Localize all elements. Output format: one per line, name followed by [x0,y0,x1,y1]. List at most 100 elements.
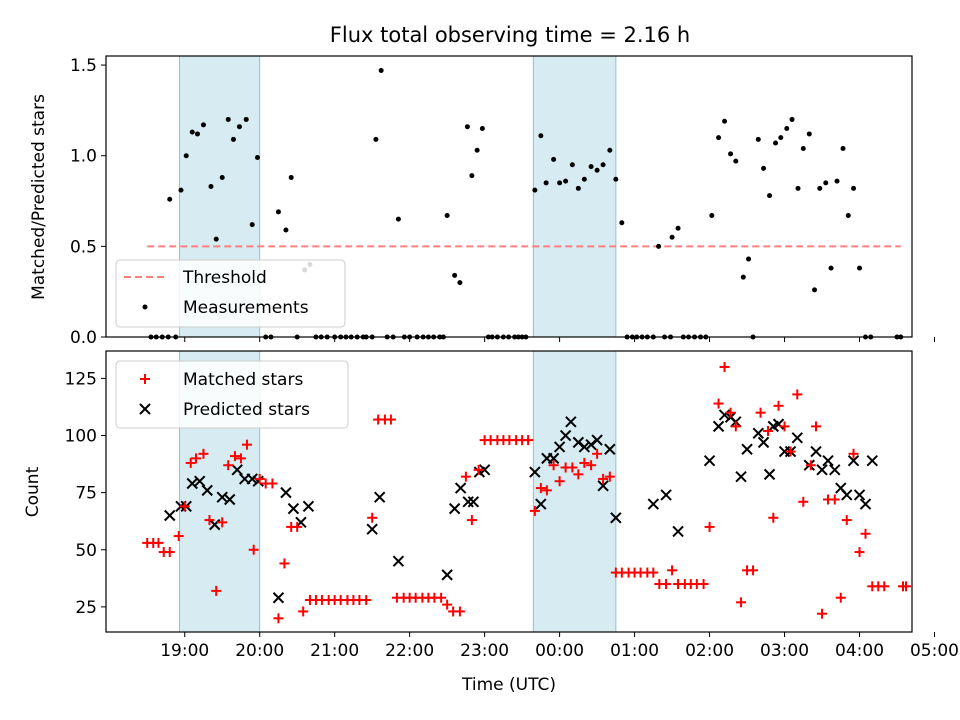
predicted-star-point [565,416,577,428]
x-stroke [547,452,560,465]
x-stroke [841,489,853,501]
x-stroke [139,403,151,415]
x-stroke [467,496,480,508]
measurement-point [395,216,401,222]
measurement-point [761,165,767,171]
predicted-star-point [772,418,785,430]
x-stroke [816,464,828,476]
matched-star-point [598,473,609,484]
legend-plus-marker [140,374,150,384]
x-stroke [194,475,206,487]
x-stroke [772,418,785,430]
matched-stars-legend-label: Matched stars [183,370,303,390]
matched-star-point [704,521,715,532]
predicted-star-point [209,518,221,531]
x-stroke [373,491,386,503]
measurement-point [489,334,495,340]
predicted-star-point [448,502,461,515]
predicted-star-point [441,569,453,581]
x-stroke [866,454,878,467]
measurement-point [464,124,470,130]
measurement-point [512,334,518,340]
x-stroke [752,427,765,439]
matched-star-point [773,400,784,411]
measurement-point [384,334,390,340]
measurement-point [898,334,904,340]
x-stroke [186,477,198,490]
measurement-point [812,287,818,293]
x-stroke [822,454,834,467]
measurement-point [219,174,225,180]
measurement-point [662,334,668,340]
predicted-star-point [829,464,841,476]
measurement-point [806,131,812,137]
top-x-axis-ticks [184,337,935,342]
measurement-point [225,116,231,122]
measurement-point [675,225,681,231]
predicted-star-point [392,555,405,567]
matched-star-point [361,595,372,606]
matched-star-point [164,547,175,558]
matched-star-point [779,421,790,432]
bottom-y-axis-label: Count [23,466,43,517]
predicted-stars-legend-marker [139,403,151,415]
measurement-point [425,334,431,340]
measurement-point [789,116,795,122]
y-tick-label: 50 [75,541,97,561]
x-stroke [660,489,672,501]
measurement-point [275,209,281,215]
measurement-point [313,334,319,340]
x-stroke [478,464,491,476]
measurement-point [543,180,549,186]
measurement-point [506,334,512,340]
x-stroke [231,464,243,476]
y-tick-label: 0.5 [70,237,97,257]
x-stroke [853,489,866,501]
measurement-point [378,68,384,74]
measurement-point [194,131,200,137]
predicted-star-point [672,525,684,538]
matched-star-point [755,407,766,418]
measurement-point [863,334,869,340]
measurement-point [857,265,863,271]
bottom-plot-frame [105,350,913,633]
measurement-point [213,236,219,242]
measurement-point [324,334,330,340]
matched-star-point [460,471,471,482]
x-stroke [441,569,453,581]
measurement-point [457,280,463,286]
matched-star-point [848,448,859,459]
threshold-legend-label: Threshold [182,268,267,288]
x-stroke [216,491,228,503]
measurement-point [420,334,426,340]
y-tick-label: 1.5 [70,56,97,76]
matched-star-point [579,457,590,468]
measurement-point [494,334,500,340]
predicted-stars-legend-label: Predicted stars [183,400,310,420]
x-stroke [164,509,176,522]
x-stroke [252,475,264,487]
x-tick-label: 21:00 [310,641,359,661]
measurement-point [538,133,544,139]
measurement-point [479,126,485,132]
matched-star-point [901,581,912,592]
measurement-point [728,151,734,157]
x-stroke [572,436,585,449]
measurement-point [669,234,675,240]
measurement-point [656,243,662,249]
measurement-point [692,334,698,340]
matched-star-point [713,398,724,409]
shaded-observing-window [532,350,617,633]
x-stroke [712,420,725,433]
bottom-legend: Matched stars Predicted stars [115,360,349,429]
measurement-point [644,334,650,340]
predicted-star-point [302,500,315,513]
x-tick-label: 23:00 [460,641,509,661]
predicted-star-point [224,493,236,506]
bottom-legend-box [115,360,349,429]
measurement-point [563,178,569,184]
predicted-star-point [791,432,803,444]
matched-star-point [879,581,890,592]
x-stroke [553,441,566,453]
measurement-point [740,274,746,280]
